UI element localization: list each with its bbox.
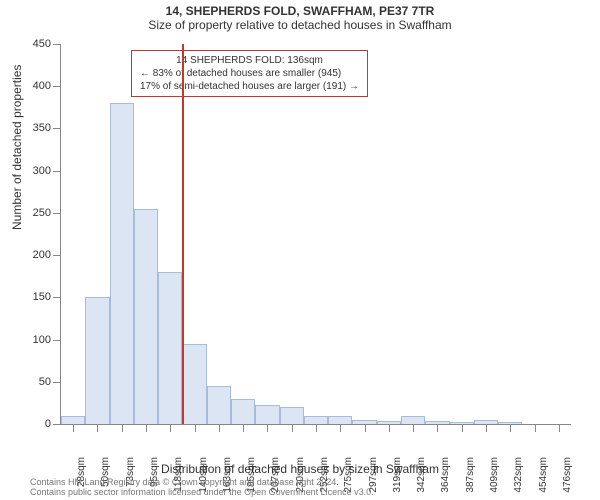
x-tick (219, 424, 220, 432)
histogram-bar (85, 297, 109, 424)
x-tick (195, 424, 196, 432)
x-tick (437, 424, 438, 432)
y-tick (53, 424, 61, 425)
x-tick (243, 424, 244, 432)
x-tick (122, 424, 123, 432)
histogram-bar (280, 407, 304, 424)
x-tick (340, 424, 341, 432)
y-tick (53, 171, 61, 172)
page-subtitle: Size of property relative to detached ho… (0, 18, 600, 34)
x-tick (267, 424, 268, 432)
x-tick (316, 424, 317, 432)
x-tick (486, 424, 487, 432)
x-tick (365, 424, 366, 432)
reference-line (182, 44, 184, 424)
annotation-line: ← 83% of detached houses are smaller (94… (140, 67, 359, 80)
x-tick (97, 424, 98, 432)
footer-line-2: Contains public sector information licen… (30, 488, 374, 498)
annotation-line: 14 SHEPHERDS FOLD: 136sqm (140, 54, 359, 67)
x-tick (292, 424, 293, 432)
reference-annotation: 14 SHEPHERDS FOLD: 136sqm← 83% of detach… (131, 50, 368, 97)
y-tick-label: 300 (21, 165, 51, 177)
y-tick-label: 400 (21, 80, 51, 92)
histogram-bar (134, 209, 158, 424)
y-tick (53, 340, 61, 341)
y-tick (53, 297, 61, 298)
y-tick-label: 200 (21, 249, 51, 261)
y-tick (53, 44, 61, 45)
histogram-bar (231, 399, 255, 424)
x-tick (510, 424, 511, 432)
x-tick (170, 424, 171, 432)
y-tick-label: 350 (21, 122, 51, 134)
x-tick (559, 424, 560, 432)
histogram-bar (61, 416, 85, 424)
histogram-bar (328, 416, 352, 424)
x-tick (146, 424, 147, 432)
histogram-bar (255, 405, 279, 424)
histogram-bar (182, 344, 206, 424)
y-tick-label: 50 (21, 376, 51, 388)
histogram-bar (110, 103, 134, 424)
annotation-line: 17% of semi-detached houses are larger (… (140, 80, 359, 93)
y-tick-label: 0 (21, 418, 51, 430)
x-tick (462, 424, 463, 432)
x-tick (73, 424, 74, 432)
histogram-bar (158, 272, 182, 424)
y-tick (53, 382, 61, 383)
page-title-address: 14, SHEPHERDS FOLD, SWAFFHAM, PE37 7TR (0, 0, 600, 18)
x-tick (389, 424, 390, 432)
y-tick-label: 100 (21, 334, 51, 346)
histogram-bar (401, 416, 425, 424)
histogram-bar (304, 416, 328, 424)
x-tick (535, 424, 536, 432)
y-tick-label: 150 (21, 291, 51, 303)
x-tick (413, 424, 414, 432)
y-tick (53, 213, 61, 214)
histogram-chart: 14 SHEPHERDS FOLD: 136sqm← 83% of detach… (60, 44, 571, 425)
attribution-footer: Contains HM Land Registry data © Crown c… (30, 478, 374, 498)
y-tick (53, 128, 61, 129)
histogram-bar (207, 386, 231, 424)
x-axis-label: Distribution of detached houses by size … (0, 462, 600, 476)
y-tick-label: 450 (21, 38, 51, 50)
y-tick-label: 250 (21, 207, 51, 219)
y-tick (53, 255, 61, 256)
y-tick (53, 86, 61, 87)
